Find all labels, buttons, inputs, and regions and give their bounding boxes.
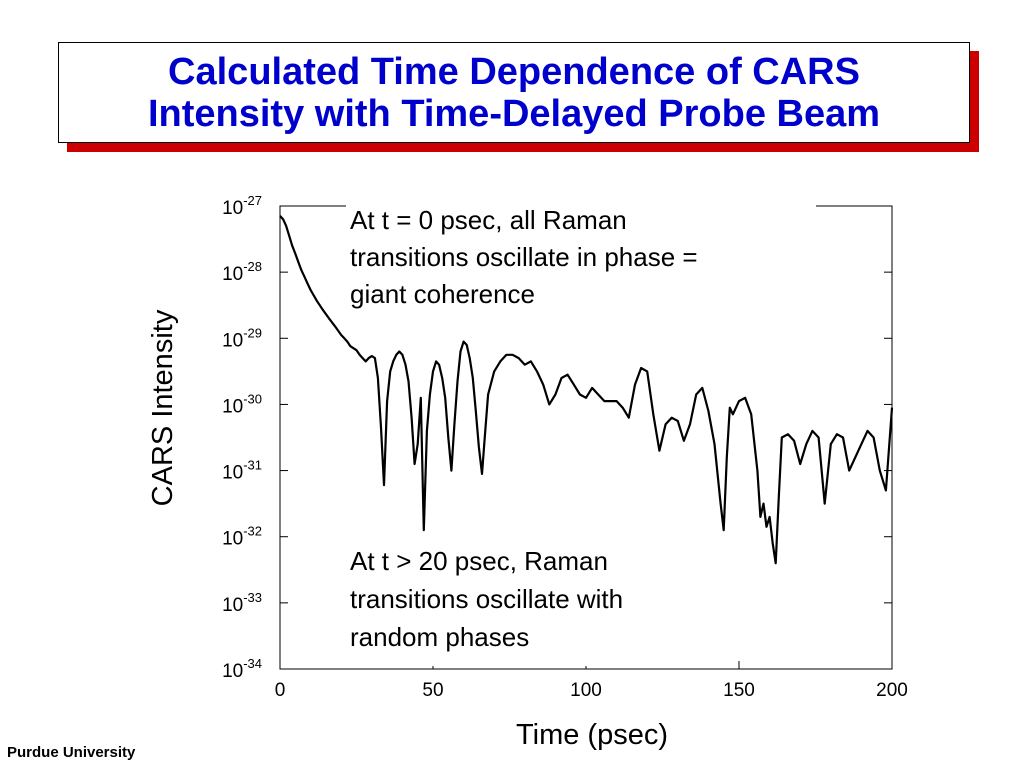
y-axis-label: CARS Intensity xyxy=(147,309,179,506)
slide-title: Calculated Time Dependence of CARS Inten… xyxy=(147,50,881,135)
annotation-background xyxy=(346,203,816,322)
y-tick-label: 10-31 xyxy=(222,458,262,484)
annotation-line: At t = 0 psec, all Raman xyxy=(350,205,627,235)
annotation-line: giant coherence xyxy=(350,279,535,309)
x-tick-label: 0 xyxy=(275,680,286,701)
y-tick-labels: 10-27 10-28 10-29 10-30 10-31 10-32 10-33 10-34 xyxy=(222,193,262,682)
annotation-line: transitions oscillate with xyxy=(350,584,623,614)
annotation-line: transitions oscillate in phase = xyxy=(350,242,698,272)
x-axis-label: Time (psec) xyxy=(516,719,668,751)
y-tick-label: 10-30 xyxy=(222,391,262,417)
y-tick-label: 10-32 xyxy=(222,524,262,550)
y-tick-label: 10-33 xyxy=(222,590,262,616)
x-tick-label: 200 xyxy=(876,680,908,701)
annotation-random-phases: At t > 20 psec, Raman transitions oscilla… xyxy=(346,544,718,666)
annotation-background xyxy=(346,544,718,666)
x-tick-labels: 0 50 100 150 200 xyxy=(275,680,908,701)
footer-institution: Purdue University xyxy=(7,744,136,761)
y-tick-label: 10-29 xyxy=(222,325,262,351)
y-tick-label: 10-28 xyxy=(222,259,262,285)
x-tick-label: 150 xyxy=(723,680,755,701)
x-tick-label: 100 xyxy=(570,680,602,701)
annotation-line: random phases xyxy=(350,622,529,652)
annotation-coherence: At t = 0 psec, all Raman transitions osci… xyxy=(346,203,816,322)
annotation-line: At t > 20 psec, Raman xyxy=(350,546,608,576)
title-box: Calculated Time Dependence of CARS Inten… xyxy=(58,42,970,143)
y-tick-label: 10-34 xyxy=(222,656,262,682)
series-line-cars-intensity xyxy=(279,215,894,565)
y-tick-label: 10-27 xyxy=(222,193,262,219)
x-tick-label: 50 xyxy=(422,680,443,701)
